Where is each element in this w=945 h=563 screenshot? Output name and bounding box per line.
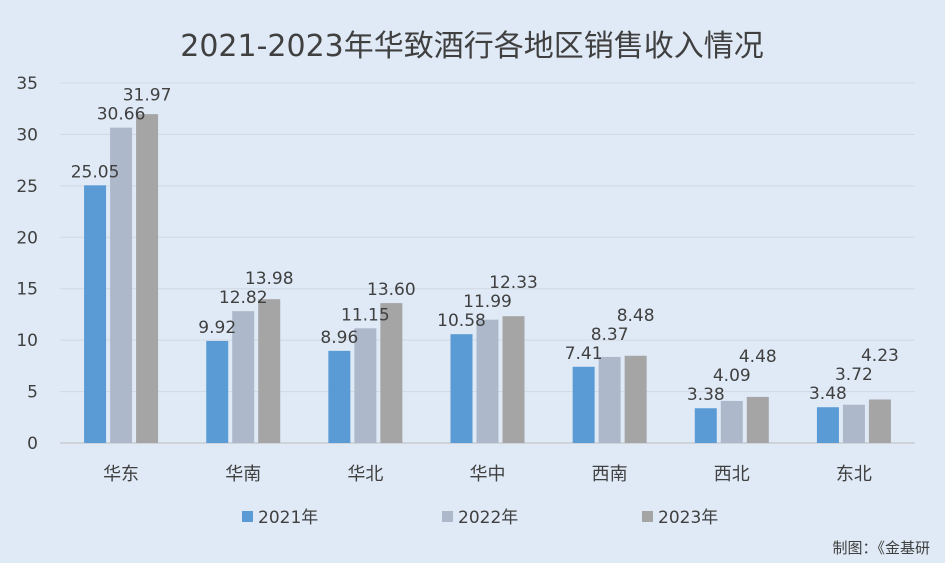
y-tick-label: 5	[27, 383, 38, 403]
data-label: 25.05	[71, 162, 120, 182]
data-label: 4.48	[739, 347, 777, 367]
y-tick-label: 25	[16, 177, 38, 197]
x-tick-label: 华南	[225, 464, 261, 485]
data-label: 4.09	[713, 366, 751, 386]
data-label: 8.48	[617, 306, 655, 326]
x-tick-label: 东北	[836, 464, 872, 485]
bar	[354, 328, 377, 443]
y-tick-label: 30	[16, 125, 38, 145]
bar	[136, 114, 159, 443]
x-tick-label: 西南	[592, 464, 628, 485]
bar	[746, 396, 769, 443]
legend-label: 2022年	[458, 508, 518, 528]
data-label: 12.33	[489, 273, 538, 293]
data-label: 4.23	[861, 346, 899, 366]
bar	[842, 404, 865, 443]
data-label: 31.97	[123, 86, 172, 106]
bar	[624, 355, 647, 443]
x-tick-label: 华北	[347, 464, 383, 485]
x-tick-label: 华东	[103, 464, 139, 485]
data-label: 12.82	[219, 288, 268, 308]
y-tick-label: 35	[16, 74, 38, 94]
bar	[598, 356, 621, 443]
y-tick-label: 20	[16, 228, 38, 248]
bar	[476, 319, 499, 443]
source-footer: 制图：《金基研	[832, 539, 930, 557]
bar	[450, 334, 473, 443]
bar	[380, 303, 403, 443]
legend-label: 2021年	[258, 508, 318, 528]
bar	[110, 127, 133, 443]
data-label: 30.66	[97, 105, 146, 125]
data-label: 13.98	[245, 269, 294, 289]
bar	[328, 350, 351, 443]
y-tick-label: 0	[27, 434, 38, 454]
data-label: 8.37	[591, 325, 629, 345]
bar	[572, 366, 595, 443]
data-label: 7.41	[565, 344, 603, 364]
data-label: 13.60	[367, 280, 416, 300]
data-label: 3.48	[809, 384, 847, 404]
legend-label: 2023年	[658, 508, 718, 528]
data-label: 3.38	[687, 385, 725, 405]
data-label: 8.96	[320, 328, 358, 348]
bar	[694, 408, 717, 443]
x-tick-label: 西北	[714, 464, 750, 485]
bar	[206, 340, 229, 443]
bar	[232, 311, 255, 443]
data-label: 11.15	[341, 305, 390, 325]
data-label: 3.72	[835, 365, 873, 385]
y-tick-label: 10	[16, 331, 38, 351]
bar	[816, 407, 839, 443]
bar	[720, 400, 743, 443]
x-tick-label: 华中	[470, 464, 506, 485]
bar	[502, 316, 525, 443]
y-tick-label: 15	[16, 280, 38, 300]
legend-swatch	[242, 511, 253, 522]
data-label: 10.58	[437, 311, 486, 331]
bar	[258, 299, 281, 443]
data-label: 9.92	[198, 318, 236, 338]
data-label: 11.99	[463, 292, 512, 312]
bar	[868, 399, 891, 443]
legend-swatch	[642, 511, 653, 522]
bar	[84, 185, 107, 444]
legend-swatch	[442, 511, 453, 522]
chart-title: 2021-2023年华致酒行各地区销售收入情况	[180, 29, 764, 64]
